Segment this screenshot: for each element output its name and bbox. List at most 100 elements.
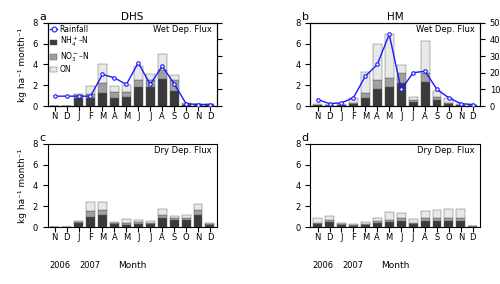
Bar (325, 220, 334, 222)
Bar (396, 221, 406, 227)
Bar (313, 104, 322, 105)
Bar (373, 43, 382, 80)
Bar (98, 83, 107, 93)
Bar (182, 215, 190, 218)
Bar (170, 216, 178, 218)
Bar (98, 64, 107, 83)
Bar (349, 104, 358, 106)
Bar (373, 223, 382, 227)
Bar (74, 223, 83, 227)
Bar (313, 222, 322, 224)
Bar (337, 224, 346, 225)
Text: d: d (302, 133, 308, 143)
Bar (384, 34, 394, 78)
Text: Dry Dep. Flux: Dry Dep. Flux (418, 146, 475, 155)
Bar (408, 224, 418, 227)
Bar (74, 222, 83, 223)
Title: DHS: DHS (121, 12, 144, 22)
Bar (182, 218, 190, 220)
Bar (361, 93, 370, 98)
Bar (122, 91, 131, 97)
Bar (98, 210, 107, 215)
Bar (432, 97, 442, 101)
Bar (432, 210, 442, 218)
Bar (432, 101, 442, 106)
Bar (194, 105, 202, 106)
Bar (194, 204, 202, 210)
Bar (337, 225, 346, 227)
Bar (134, 80, 143, 87)
Bar (373, 89, 382, 106)
Bar (110, 92, 119, 98)
Bar (86, 211, 95, 217)
Bar (134, 87, 143, 106)
Bar (420, 73, 430, 82)
Bar (384, 87, 394, 106)
Bar (396, 83, 406, 106)
Bar (134, 224, 143, 227)
Bar (444, 103, 454, 104)
Bar (444, 98, 454, 103)
Bar (349, 225, 358, 227)
Bar (313, 224, 322, 227)
Bar (408, 219, 418, 223)
Bar (384, 78, 394, 87)
Bar (432, 221, 442, 227)
Bar (134, 222, 143, 224)
Bar (206, 223, 214, 224)
Bar (432, 218, 442, 221)
Bar (194, 210, 202, 215)
Bar (373, 222, 382, 223)
Bar (74, 98, 83, 106)
Bar (170, 91, 178, 106)
Bar (349, 224, 358, 225)
Bar (456, 104, 466, 105)
Bar (182, 104, 190, 105)
Bar (361, 72, 370, 93)
Bar (408, 100, 418, 102)
Bar (456, 218, 466, 221)
Bar (86, 94, 95, 98)
Bar (122, 85, 131, 91)
Bar (206, 224, 214, 225)
Bar (456, 105, 466, 106)
Bar (158, 79, 166, 106)
Bar (361, 224, 370, 225)
Bar (206, 225, 214, 227)
Text: Dry Dep. Flux: Dry Dep. Flux (154, 146, 212, 155)
Bar (420, 41, 430, 73)
Bar (146, 87, 154, 106)
Bar (122, 223, 131, 225)
Bar (444, 218, 454, 221)
Bar (158, 210, 166, 215)
Bar (182, 103, 190, 104)
Bar (86, 98, 95, 106)
Bar (146, 222, 154, 224)
Bar (396, 73, 406, 83)
Bar (146, 224, 154, 227)
Bar (325, 216, 334, 220)
Bar (110, 224, 119, 227)
Title: HM: HM (387, 12, 404, 22)
Y-axis label: kg ha⁻¹ month⁻¹: kg ha⁻¹ month⁻¹ (18, 149, 27, 223)
Text: Month: Month (118, 261, 146, 270)
Bar (361, 98, 370, 106)
Bar (182, 220, 190, 227)
Text: Wet Dep. Flux: Wet Dep. Flux (416, 25, 475, 34)
Bar (444, 221, 454, 227)
Bar (74, 95, 83, 98)
Text: b: b (302, 12, 308, 22)
Bar (408, 97, 418, 100)
Text: 2007: 2007 (342, 261, 363, 270)
Bar (384, 212, 394, 220)
Bar (98, 202, 107, 210)
Bar (110, 98, 119, 106)
Bar (158, 70, 166, 79)
Bar (349, 103, 358, 104)
Bar (134, 66, 143, 80)
Bar (337, 104, 346, 105)
Y-axis label: kg ha⁻¹ month⁻¹: kg ha⁻¹ month⁻¹ (18, 27, 27, 101)
Text: c: c (40, 133, 46, 143)
Bar (384, 222, 394, 227)
Bar (74, 221, 83, 222)
